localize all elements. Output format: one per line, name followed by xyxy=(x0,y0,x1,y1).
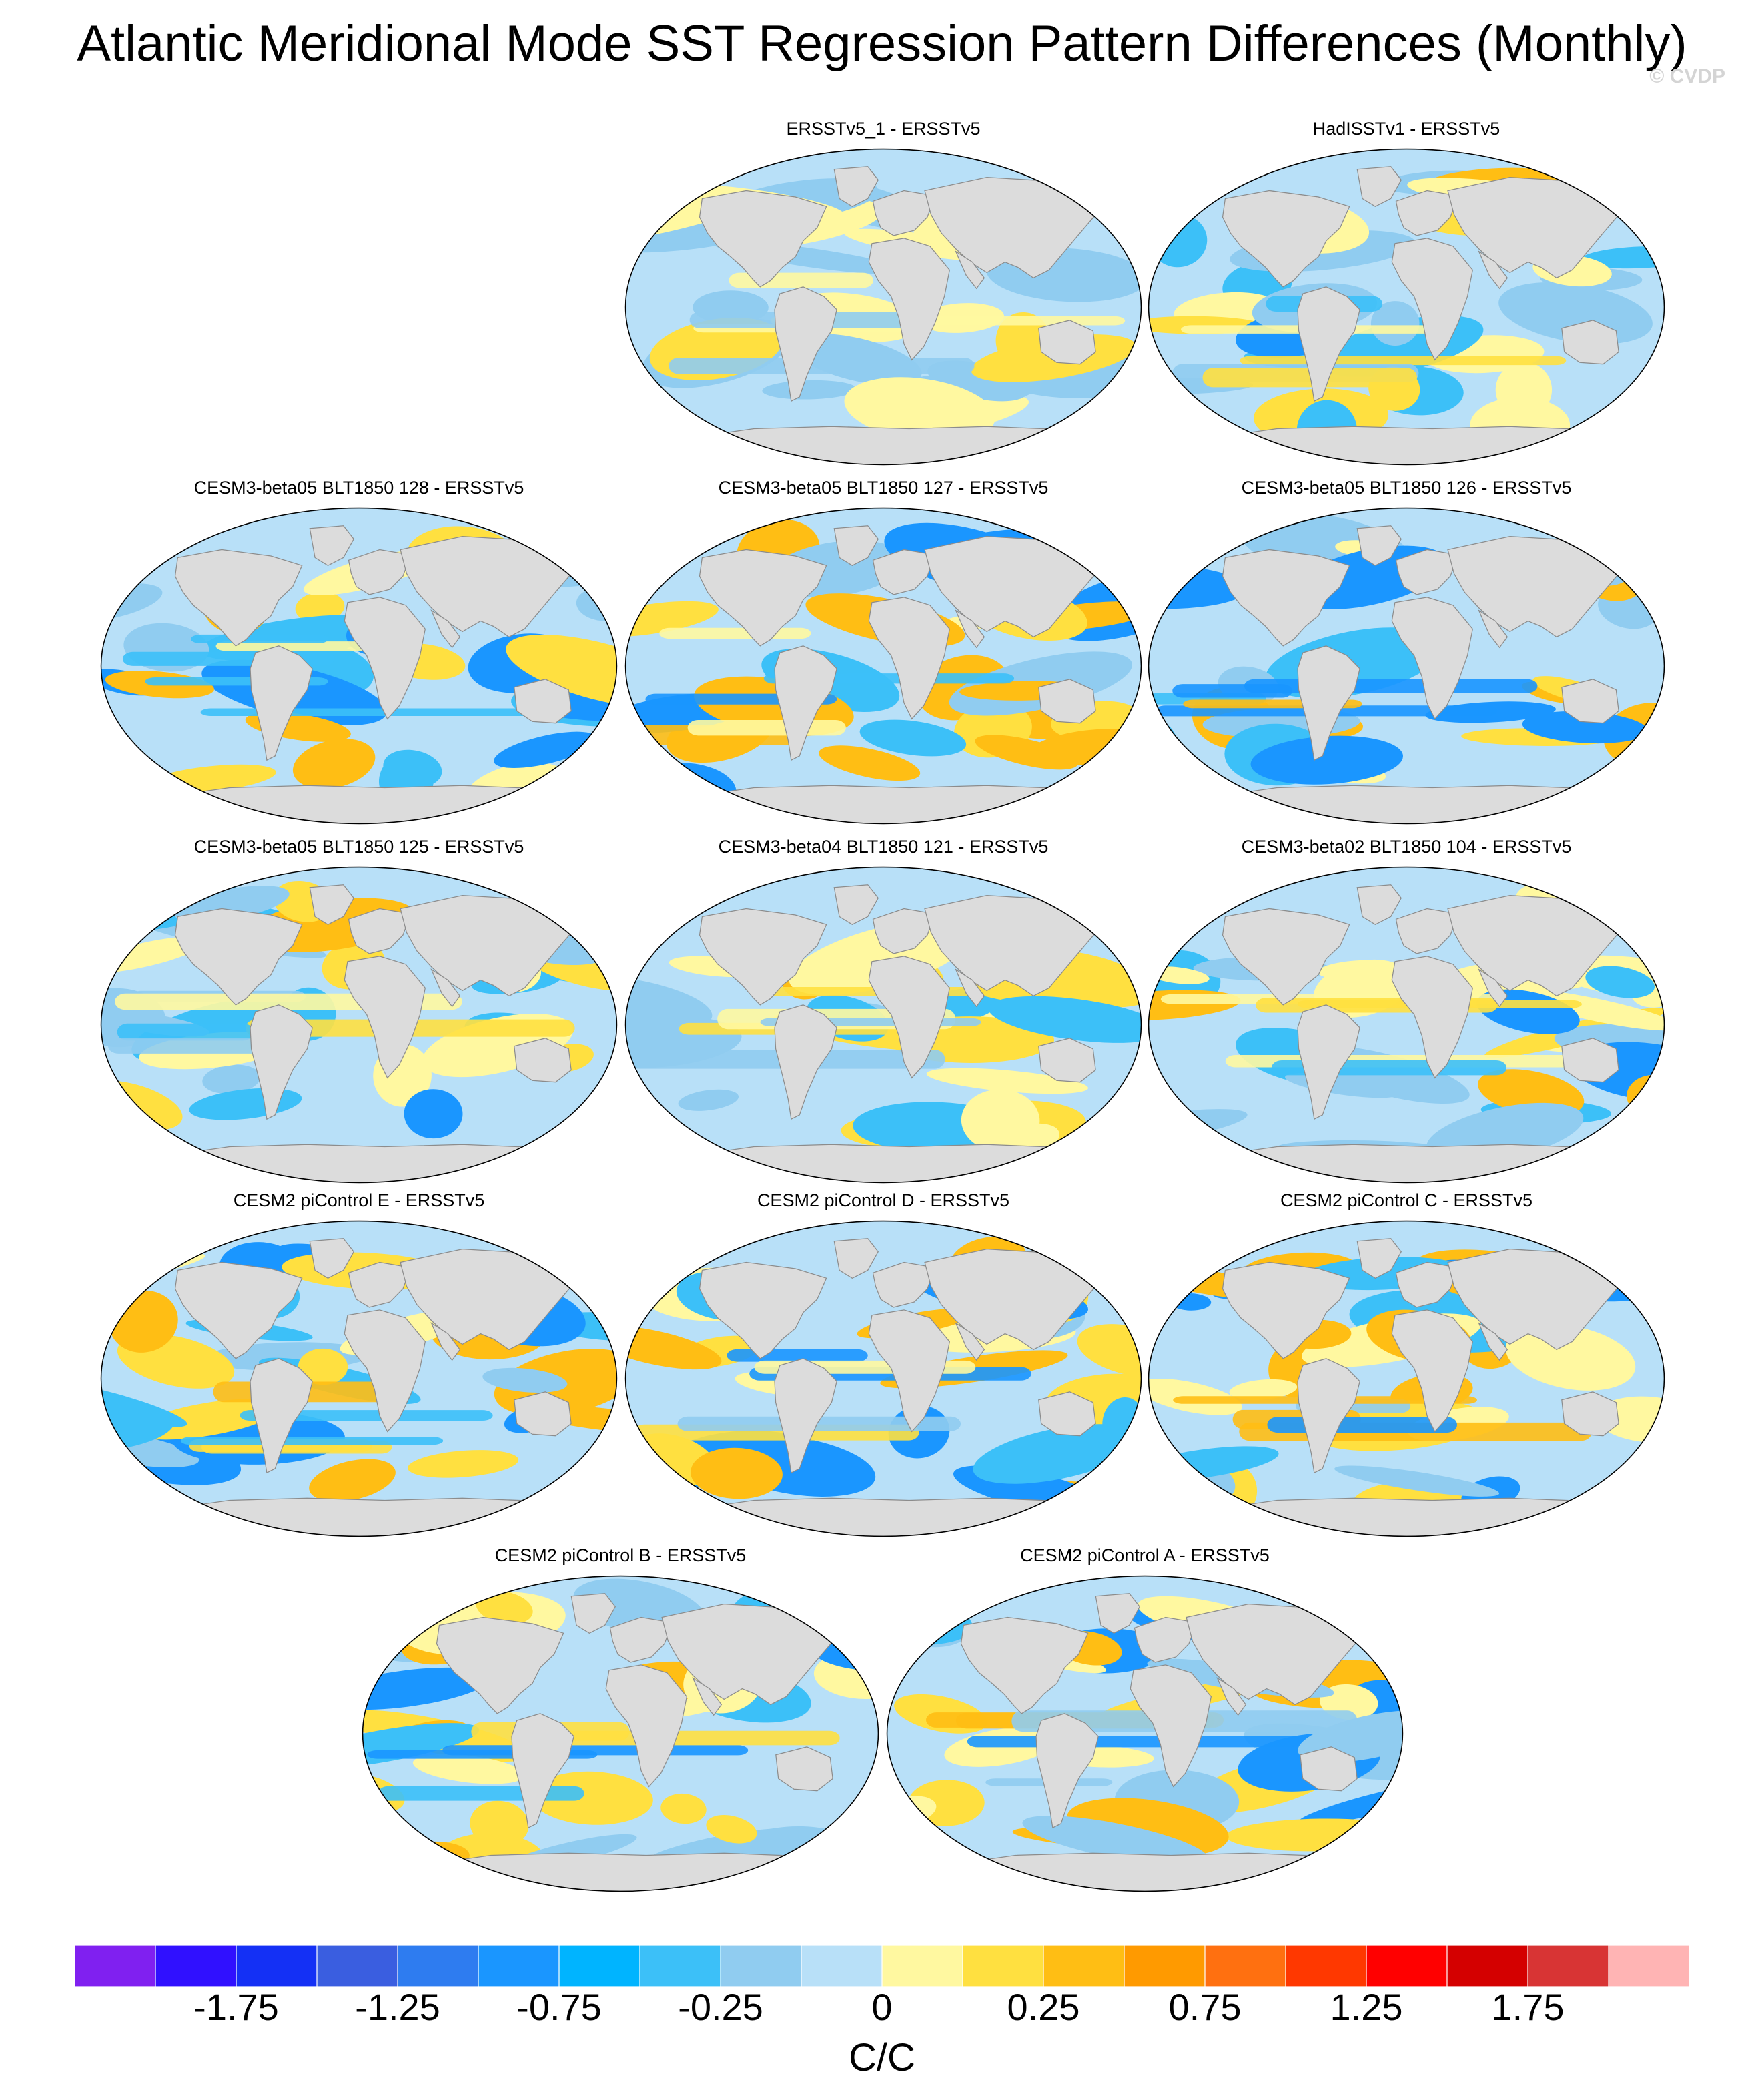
colorbar-bin xyxy=(1608,1945,1689,1987)
colorbar-bin xyxy=(558,1945,641,1987)
colorbar-bin xyxy=(639,1945,722,1987)
panel-title: CESM2 piControl B - ERSSTv5 xyxy=(494,1545,747,1565)
map-panel: CESM2 piControl B - ERSSTv5 xyxy=(360,1545,881,1896)
panel-title: CESM3-beta05 BLT1850 127 - ERSSTv5 xyxy=(718,478,1049,498)
panel-title: CESM2 piControl E - ERSSTv5 xyxy=(233,1190,485,1210)
sst-difference-map xyxy=(624,1220,1142,1537)
sst-difference-map xyxy=(100,866,618,1184)
map-panel: CESM2 piControl E - ERSSTv5 xyxy=(99,1190,619,1541)
colorbar-bin xyxy=(478,1945,560,1987)
colorbar-tick-label: 1.75 xyxy=(1491,1986,1565,2028)
colorbar-bin xyxy=(155,1945,238,1987)
sst-difference-map xyxy=(100,1220,618,1537)
sst-difference-map xyxy=(362,1575,879,1892)
colorbar-bin xyxy=(236,1945,318,1987)
colorbar-tick-label: -0.75 xyxy=(516,1986,602,2028)
colorbar-tick-label: -0.25 xyxy=(678,1986,763,2028)
sst-difference-map xyxy=(624,866,1142,1184)
colorbar-bin xyxy=(962,1945,1045,1987)
panel-title: CESM3-beta05 BLT1850 128 - ERSSTv5 xyxy=(193,478,524,498)
panel-title: CESM2 piControl A - ERSSTv5 xyxy=(1020,1545,1270,1565)
panel-title: CESM3-beta04 BLT1850 121 - ERSSTv5 xyxy=(718,837,1049,857)
panel-title: CESM3-beta05 BLT1850 126 - ERSSTv5 xyxy=(1241,478,1572,498)
colorbar-bin xyxy=(1527,1945,1610,1987)
sst-difference-map xyxy=(624,148,1142,466)
sst-difference-map xyxy=(624,507,1142,825)
map-panel: ERSSTv5_1 - ERSSTv5 xyxy=(623,119,1144,470)
colorbar-bin xyxy=(1204,1945,1287,1987)
map-panel: CESM3-beta05 BLT1850 128 - ERSSTv5 xyxy=(99,478,619,829)
sst-difference-map xyxy=(1148,1220,1665,1537)
colorbar-bin xyxy=(801,1945,883,1987)
sst-difference-map xyxy=(1148,866,1665,1184)
figure-title: Atlantic Meridional Mode SST Regression … xyxy=(77,15,1687,72)
colorbar-bin xyxy=(720,1945,803,1987)
colorbar-bin xyxy=(1043,1945,1126,1987)
colorbar-bin xyxy=(1124,1945,1206,1987)
sst-difference-map xyxy=(100,507,618,825)
colorbar-tick-label: -1.75 xyxy=(193,1986,279,2028)
map-panel: CESM3-beta05 BLT1850 127 - ERSSTv5 xyxy=(623,478,1144,829)
colorbar-bin xyxy=(397,1945,480,1987)
sst-difference-map xyxy=(1148,148,1665,466)
colorbar-units: C/C xyxy=(849,2036,915,2079)
colorbar-bin xyxy=(316,1945,399,1987)
colorbar-bin xyxy=(75,1945,157,1987)
map-panel: CESM2 piControl D - ERSSTv5 xyxy=(623,1190,1144,1541)
panel-title: ERSSTv5_1 - ERSSTv5 xyxy=(786,119,981,139)
sst-difference-map xyxy=(1148,507,1665,825)
colorbar-bin xyxy=(1446,1945,1529,1987)
colorbar-bin xyxy=(1285,1945,1368,1987)
panel-title: CESM3-beta02 BLT1850 104 - ERSSTv5 xyxy=(1241,837,1572,857)
colorbar-tick-label: 0 xyxy=(871,1986,893,2028)
colorbar-tick-label: 1.25 xyxy=(1330,1986,1403,2028)
colorbar-tick-label: -1.25 xyxy=(355,1986,440,2028)
map-panel: CESM2 piControl C - ERSSTv5 xyxy=(1146,1190,1667,1541)
colorbar xyxy=(75,1945,1689,1987)
panel-title: CESM2 piControl C - ERSSTv5 xyxy=(1280,1190,1533,1210)
sst-difference-map xyxy=(886,1575,1404,1892)
map-panel: CESM3-beta02 BLT1850 104 - ERSSTv5 xyxy=(1146,837,1667,1188)
colorbar-bin xyxy=(1366,1945,1448,1987)
panel-title: CESM2 piControl D - ERSSTv5 xyxy=(757,1190,1010,1210)
map-panel: HadISSTv1 - ERSSTv5 xyxy=(1146,119,1667,470)
map-panel: CESM3-beta05 BLT1850 126 - ERSSTv5 xyxy=(1146,478,1667,829)
panel-title: CESM3-beta05 BLT1850 125 - ERSSTv5 xyxy=(193,837,524,857)
colorbar-tick-label: 0.25 xyxy=(1007,1986,1080,2028)
map-panel: CESM2 piControl A - ERSSTv5 xyxy=(885,1545,1405,1896)
map-panel: CESM3-beta05 BLT1850 125 - ERSSTv5 xyxy=(99,837,619,1188)
panel-title: HadISSTv1 - ERSSTv5 xyxy=(1312,119,1500,139)
colorbar-tick-label: 0.75 xyxy=(1168,1986,1242,2028)
colorbar-bin xyxy=(881,1945,964,1987)
cvdp-watermark: © CVDP xyxy=(1649,65,1725,87)
map-panel: CESM3-beta04 BLT1850 121 - ERSSTv5 xyxy=(623,837,1144,1188)
